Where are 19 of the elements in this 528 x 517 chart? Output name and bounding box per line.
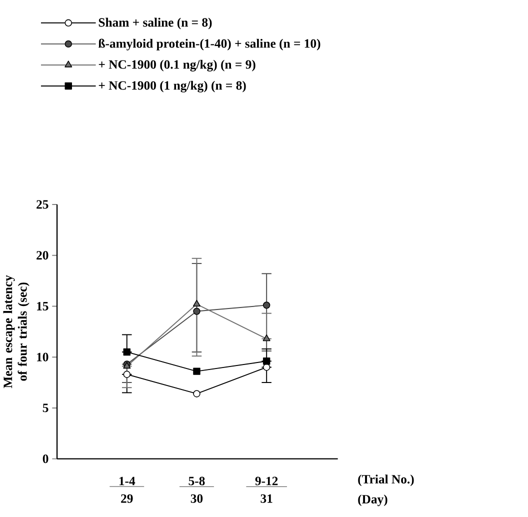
text: 29 bbox=[121, 494, 133, 504]
text: (Trial No.) bbox=[358, 474, 414, 486]
legend-label: Sham + saline (n = 8) bbox=[98, 18, 212, 30]
y-tick-label: 20 bbox=[36, 251, 48, 260]
y-tick-label: 10 bbox=[37, 353, 48, 362]
y-tick-label: 25 bbox=[36, 200, 48, 209]
x-tick-label: 5-8 bbox=[188, 476, 205, 486]
y-tick-label: 5 bbox=[42, 404, 48, 412]
legend-label: ß-amyloid protein-(1-40) + saline (n = 10) bbox=[98, 38, 320, 51]
legend-label: + NC-1900 (1 ng/kg) (n = 8) bbox=[98, 81, 246, 93]
legend-label: + NC-1900 (0.1 ng/kg) (n = 9) bbox=[98, 60, 256, 72]
x-tick-label: 9-12 bbox=[255, 477, 278, 486]
x-tick-label: 1-4 bbox=[119, 477, 136, 486]
y-tick-label: 0 bbox=[42, 454, 48, 464]
text: 31 bbox=[260, 494, 272, 504]
y-tick-label: 15 bbox=[37, 302, 48, 311]
text: (Day) bbox=[358, 494, 388, 506]
text: 30 bbox=[190, 494, 203, 504]
y-axis-title: Mean escape latency of four trials (sec) bbox=[3, 275, 30, 388]
